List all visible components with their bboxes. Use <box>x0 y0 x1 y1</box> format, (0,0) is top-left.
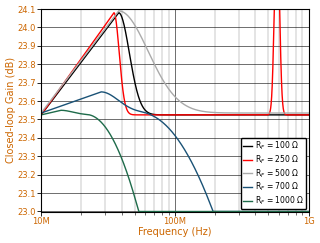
R$_F$ = 1000 Ω <box>39 113 43 116</box>
R$_F$ = 700 Ω <box>307 210 310 213</box>
R$_F$ = 100 Ω <box>142 107 146 110</box>
R$_F$ = 250 Ω <box>85 48 89 51</box>
R$_F$ = 100 Ω <box>85 52 89 55</box>
R$_F$ = 700 Ω <box>99 90 103 93</box>
R$_F$ = 250 Ω <box>153 113 157 116</box>
R$_F$ = 250 Ω <box>273 8 276 10</box>
Line: R$_F$ = 250 Ω: R$_F$ = 250 Ω <box>41 9 308 115</box>
R$_F$ = 500 Ω <box>301 112 305 114</box>
R$_F$ = 1000 Ω <box>301 210 305 213</box>
R$_F$ = 100 Ω <box>39 113 43 116</box>
R$_F$ = 1000 Ω <box>86 113 90 116</box>
R$_F$ = 700 Ω <box>70 101 74 104</box>
R$_F$ = 500 Ω <box>117 9 121 12</box>
R$_F$ = 700 Ω <box>273 210 276 213</box>
R$_F$ = 1000 Ω <box>59 109 63 112</box>
R$_F$ = 700 Ω <box>301 210 305 213</box>
Line: R$_F$ = 500 Ω: R$_F$ = 500 Ω <box>41 11 308 113</box>
Line: R$_F$ = 1000 Ω: R$_F$ = 1000 Ω <box>41 110 308 211</box>
R$_F$ = 700 Ω <box>154 116 157 119</box>
R$_F$ = 700 Ω <box>39 112 43 114</box>
R$_F$ = 500 Ω <box>85 51 89 53</box>
R$_F$ = 500 Ω <box>154 65 157 68</box>
R$_F$ = 100 Ω <box>154 113 157 116</box>
R$_F$ = 500 Ω <box>307 112 310 114</box>
R$_F$ = 100 Ω <box>307 113 310 116</box>
R$_F$ = 700 Ω <box>211 210 215 213</box>
R$_F$ = 250 Ω <box>142 113 146 116</box>
R$_F$ = 250 Ω <box>301 113 305 116</box>
R$_F$ = 500 Ω <box>70 71 74 74</box>
R$_F$ = 700 Ω <box>85 95 89 98</box>
R$_F$ = 1000 Ω <box>307 210 310 213</box>
X-axis label: Frequency (Hz): Frequency (Hz) <box>138 227 212 237</box>
Legend: R$_F$ = 100 Ω, R$_F$ = 250 Ω, R$_F$ = 500 Ω, R$_F$ = 700 Ω, R$_F$ = 1000 Ω: R$_F$ = 100 Ω, R$_F$ = 250 Ω, R$_F$ = 50… <box>241 138 306 209</box>
Line: R$_F$ = 100 Ω: R$_F$ = 100 Ω <box>41 13 308 115</box>
Line: R$_F$ = 700 Ω: R$_F$ = 700 Ω <box>41 92 308 211</box>
R$_F$ = 1000 Ω <box>154 210 157 213</box>
R$_F$ = 100 Ω <box>301 113 305 116</box>
Y-axis label: Closed-loop Gain (dB): Closed-loop Gain (dB) <box>5 57 16 163</box>
R$_F$ = 1000 Ω <box>70 110 74 113</box>
R$_F$ = 1000 Ω <box>142 210 146 213</box>
R$_F$ = 100 Ω <box>117 11 121 14</box>
R$_F$ = 1000 Ω <box>273 210 276 213</box>
R$_F$ = 500 Ω <box>273 112 276 114</box>
R$_F$ = 700 Ω <box>142 111 146 114</box>
R$_F$ = 500 Ω <box>142 41 146 43</box>
R$_F$ = 100 Ω <box>70 73 74 76</box>
R$_F$ = 250 Ω <box>39 113 43 116</box>
R$_F$ = 250 Ω <box>70 71 74 74</box>
R$_F$ = 250 Ω <box>307 113 310 116</box>
R$_F$ = 100 Ω <box>273 113 276 116</box>
R$_F$ = 1000 Ω <box>137 210 141 213</box>
R$_F$ = 250 Ω <box>272 8 276 10</box>
R$_F$ = 500 Ω <box>39 112 43 114</box>
